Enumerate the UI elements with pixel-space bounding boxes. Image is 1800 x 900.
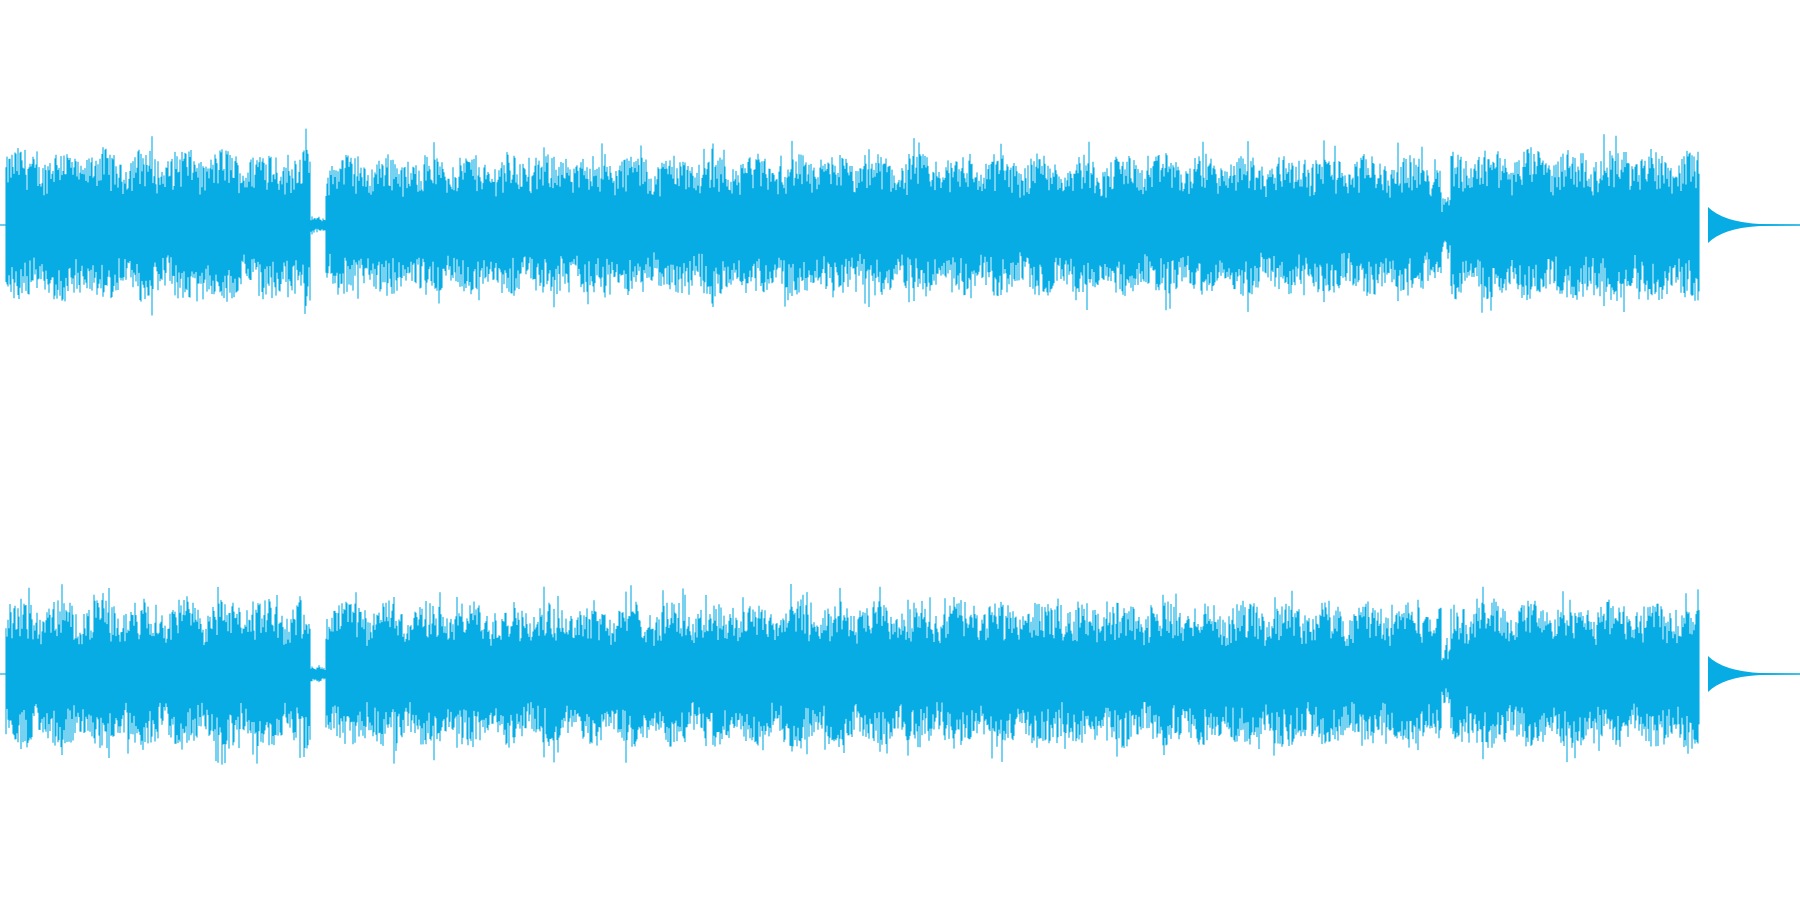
waveform-decay-tail [1708,656,1800,692]
channel-1-waveform [0,128,1800,316]
channel-2-waveform [0,584,1800,765]
waveform-samples [5,584,1700,765]
waveform-samples [5,128,1700,316]
waveform-decay-tail [1708,207,1800,243]
